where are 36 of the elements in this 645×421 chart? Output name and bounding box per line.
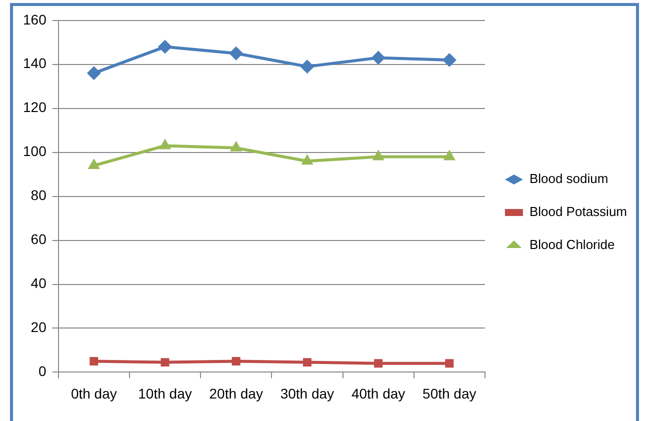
x-tick-label: 50th day	[422, 385, 476, 402]
point	[232, 356, 240, 366]
point	[301, 154, 314, 165]
legend-label: Blood Chloride	[529, 237, 615, 252]
point	[86, 66, 101, 80]
x-tick-label: 20th day	[209, 385, 263, 402]
point	[88, 158, 100, 170]
point	[90, 356, 98, 366]
point	[158, 40, 172, 54]
point	[442, 52, 456, 67]
point	[300, 60, 314, 74]
x-tick-label: 40th day	[351, 385, 406, 402]
point	[374, 359, 383, 368]
x-tick-label: 30th day	[280, 385, 334, 402]
x-tick-label: 0th day	[70, 385, 117, 402]
point	[371, 50, 386, 65]
point	[372, 150, 384, 160]
legend-label: Blood Potassium	[529, 204, 628, 220]
point	[302, 358, 312, 367]
y-tick-label: 120	[23, 99, 47, 116]
point	[443, 150, 456, 160]
x-tick-label: 10th day	[138, 385, 192, 402]
y-tick-label: 60	[30, 231, 47, 248]
y-tick-label: 160	[23, 11, 47, 28]
legend-label: Blood sodium	[529, 171, 608, 186]
point	[445, 359, 454, 368]
y-tick-label: 40	[30, 275, 47, 292]
y-tick-label: 80	[30, 187, 47, 204]
y-tick-label: 140	[23, 55, 47, 72]
point	[160, 358, 170, 367]
y-tick-label: 100	[23, 143, 47, 160]
point	[229, 46, 244, 60]
point	[230, 140, 242, 152]
point	[158, 138, 172, 150]
y-tick-label: 20	[30, 319, 47, 336]
y-tick-label: 0	[38, 363, 47, 380]
